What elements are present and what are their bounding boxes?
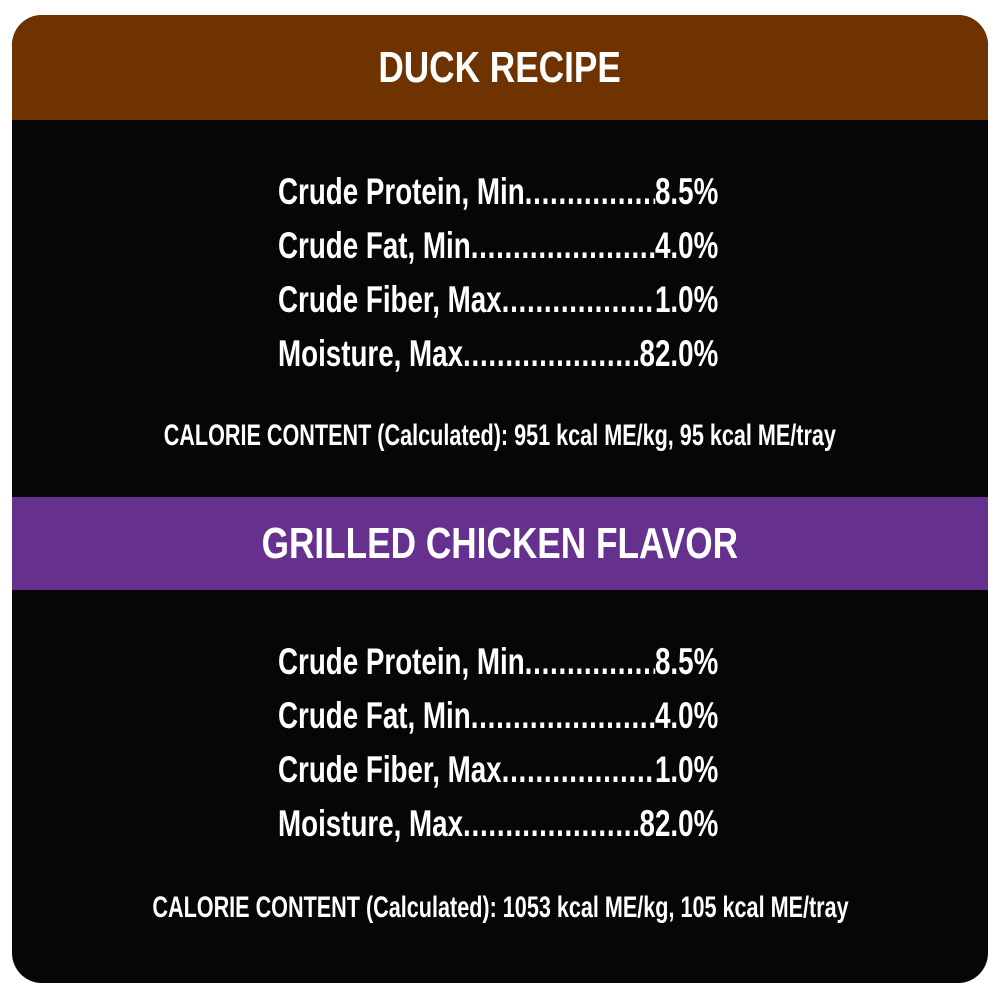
nutrient-value: 4.0% xyxy=(654,225,719,266)
nutrient-row: Crude Fat, Min..........................… xyxy=(278,219,718,273)
calorie-content: CALORIE CONTENT (Calculated): 1053 kcal … xyxy=(12,891,988,925)
nutrient-row: Crude Protein, Min......................… xyxy=(278,635,718,689)
nutrient-label: Crude Fiber, Max xyxy=(278,279,502,320)
duck-recipe-header: DUCK RECIPE xyxy=(12,15,988,120)
dot-leader: ........................................… xyxy=(524,641,655,682)
dot-leader: ........................................… xyxy=(501,749,655,790)
dot-leader: ........................................… xyxy=(463,333,640,374)
dot-leader: ........................................… xyxy=(470,225,655,266)
nutrient-label: Crude Fat, Min xyxy=(278,695,471,736)
nutrient-label: Crude Protein, Min xyxy=(278,641,525,682)
nutrient-label: Crude Protein, Min xyxy=(278,171,525,212)
nutrient-value: 4.0% xyxy=(654,695,719,736)
nutrition-card: DUCK RECIPE Crude Protein, Min..........… xyxy=(12,15,988,983)
dot-leader: ........................................… xyxy=(463,803,640,844)
calorie-text: CALORIE CONTENT (Calculated): 951 kcal M… xyxy=(163,419,837,452)
calorie-text: CALORIE CONTENT (Calculated): 1053 kcal … xyxy=(151,891,849,924)
nutrient-value: 8.5% xyxy=(654,171,719,212)
dot-leader: ........................................… xyxy=(501,279,655,320)
duck-nutrient-list: Crude Protein, Min......................… xyxy=(278,165,718,381)
calorie-content: CALORIE CONTENT (Calculated): 951 kcal M… xyxy=(12,419,988,453)
nutrient-value: 82.0% xyxy=(639,803,719,844)
nutrient-row: Moisture, Max...........................… xyxy=(278,797,718,851)
section-title: DUCK RECIPE xyxy=(378,42,622,92)
nutrient-label: Moisture, Max xyxy=(278,803,464,844)
nutrient-row: Crude Fat, Min..........................… xyxy=(278,689,718,743)
nutrient-row: Moisture, Max...........................… xyxy=(278,327,718,381)
nutrient-label: Moisture, Max xyxy=(278,333,464,374)
nutrient-row: Crude Fiber, Max........................… xyxy=(278,273,718,327)
section-title: GRILLED CHICKEN FLAVOR xyxy=(261,518,739,568)
nutrient-value: 1.0% xyxy=(654,749,719,790)
nutrient-value: 1.0% xyxy=(654,279,719,320)
nutrient-row: Crude Protein, Min......................… xyxy=(278,165,718,219)
dot-leader: ........................................… xyxy=(470,695,655,736)
nutrient-label: Crude Fat, Min xyxy=(278,225,471,266)
chicken-nutrient-list: Crude Protein, Min......................… xyxy=(278,635,718,851)
grilled-chicken-header: GRILLED CHICKEN FLAVOR xyxy=(12,497,988,590)
nutrient-value: 82.0% xyxy=(639,333,719,374)
dot-leader: ........................................… xyxy=(524,171,655,212)
nutrient-label: Crude Fiber, Max xyxy=(278,749,502,790)
nutrient-row: Crude Fiber, Max........................… xyxy=(278,743,718,797)
nutrient-value: 8.5% xyxy=(654,641,719,682)
